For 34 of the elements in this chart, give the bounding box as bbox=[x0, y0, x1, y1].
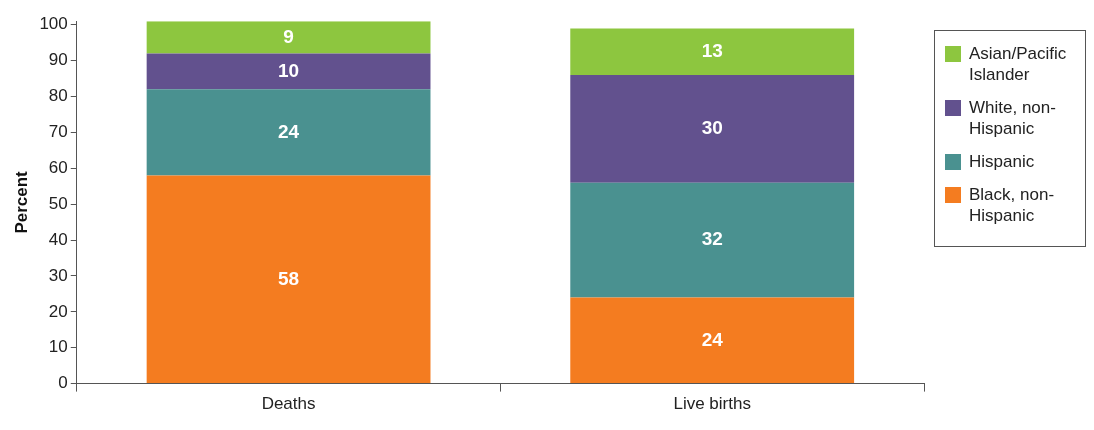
x-tick-label: Live births bbox=[673, 394, 751, 414]
bar bbox=[570, 182, 855, 298]
data-label: 24 bbox=[278, 120, 300, 142]
y-axis-title: Percent bbox=[11, 170, 31, 234]
y-tick-label: 70 bbox=[48, 122, 68, 142]
legend-label: Hispanic bbox=[969, 151, 1035, 172]
data-label: 30 bbox=[701, 117, 723, 139]
bar bbox=[570, 75, 855, 183]
data-label: 13 bbox=[701, 39, 723, 61]
y-tick-label: 60 bbox=[48, 158, 68, 177]
x-tick-label: Deaths bbox=[261, 394, 316, 414]
bar bbox=[146, 89, 431, 176]
legend-label: White, non-Hispanic bbox=[969, 97, 1057, 139]
bar bbox=[570, 297, 855, 384]
bar bbox=[146, 53, 431, 90]
y-tick-label: 10 bbox=[48, 337, 68, 357]
data-label: 10 bbox=[278, 59, 300, 81]
legend-label: Asian/Pacific Islander bbox=[969, 43, 1068, 85]
y-tick-label: 0 bbox=[58, 373, 68, 393]
y-tick-label: 90 bbox=[48, 50, 68, 70]
bar bbox=[146, 21, 431, 54]
y-tick-label: 80 bbox=[48, 86, 68, 106]
bar bbox=[146, 175, 431, 384]
data-label: 9 bbox=[283, 25, 294, 47]
data-label: 24 bbox=[701, 328, 724, 350]
y-tick-label: 50 bbox=[48, 193, 68, 213]
legend-label: Black, non-Hispanic bbox=[969, 184, 1056, 226]
y-tick-label: 30 bbox=[48, 265, 68, 285]
y-tick-label: 40 bbox=[48, 229, 68, 249]
bar bbox=[570, 28, 855, 76]
y-tick-label: 20 bbox=[48, 301, 68, 321]
data-label: 58 bbox=[278, 267, 300, 289]
y-tick-label: 100 bbox=[39, 14, 68, 34]
data-label: 32 bbox=[701, 228, 723, 250]
